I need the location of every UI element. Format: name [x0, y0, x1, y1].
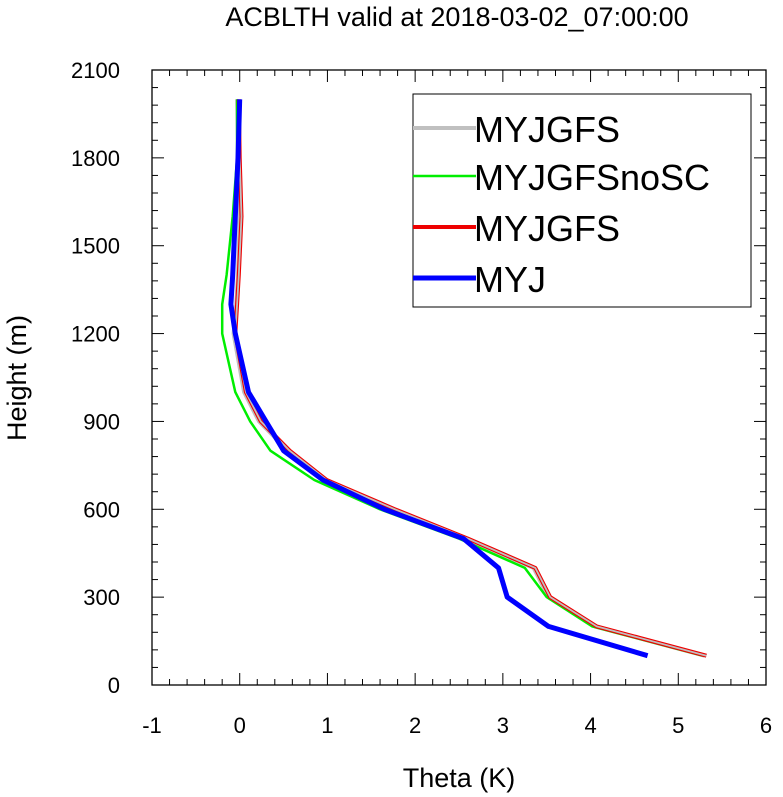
- x-tick-label: 6: [760, 713, 772, 738]
- x-tick-label: 4: [584, 713, 596, 738]
- y-tick-label: 900: [83, 409, 120, 434]
- legend-label: MYJGFSnoSC: [474, 157, 710, 198]
- chart-title: ACBLTH valid at 2018-03-02_07:00:00: [225, 2, 688, 32]
- axis-ticks: [151, 69, 767, 686]
- legend-label: MYJGFS: [474, 109, 620, 150]
- y-tick-label: 1800: [71, 146, 120, 171]
- y-tick-label: 300: [83, 585, 120, 610]
- y-tick-label: 600: [83, 497, 120, 522]
- x-tick-label: 5: [672, 713, 684, 738]
- x-tick-label: 2: [409, 713, 421, 738]
- legend: MYJGFS MYJGFSnoSC MYJGFS MYJ: [412, 93, 752, 308]
- y-tick-label: 1500: [71, 234, 120, 259]
- y-axis-label: Height (m): [2, 315, 32, 441]
- plot-frame: [151, 69, 767, 686]
- x-tick-label: 0: [234, 713, 246, 738]
- tick-labels: -1 0 1 2 3 4 5 6 0 300 600 900 1200 1500 1800 2100: [71, 58, 772, 738]
- series-line-1: [220, 99, 704, 657]
- x-tick-label: -1: [142, 713, 162, 738]
- series-line-3: [228, 99, 649, 659]
- plot-border: [151, 69, 767, 686]
- x-tick-label: 1: [321, 713, 333, 738]
- y-tick-label: 1200: [71, 322, 120, 347]
- x-axis-label: Theta (K): [403, 763, 516, 793]
- legend-label: MYJ: [474, 259, 546, 300]
- series-lines: [220, 99, 707, 659]
- x-tick-label: 3: [497, 713, 509, 738]
- legend-label: MYJGFS: [474, 208, 620, 249]
- y-tick-label: 2100: [71, 58, 120, 83]
- y-tick-label: 0: [108, 673, 120, 698]
